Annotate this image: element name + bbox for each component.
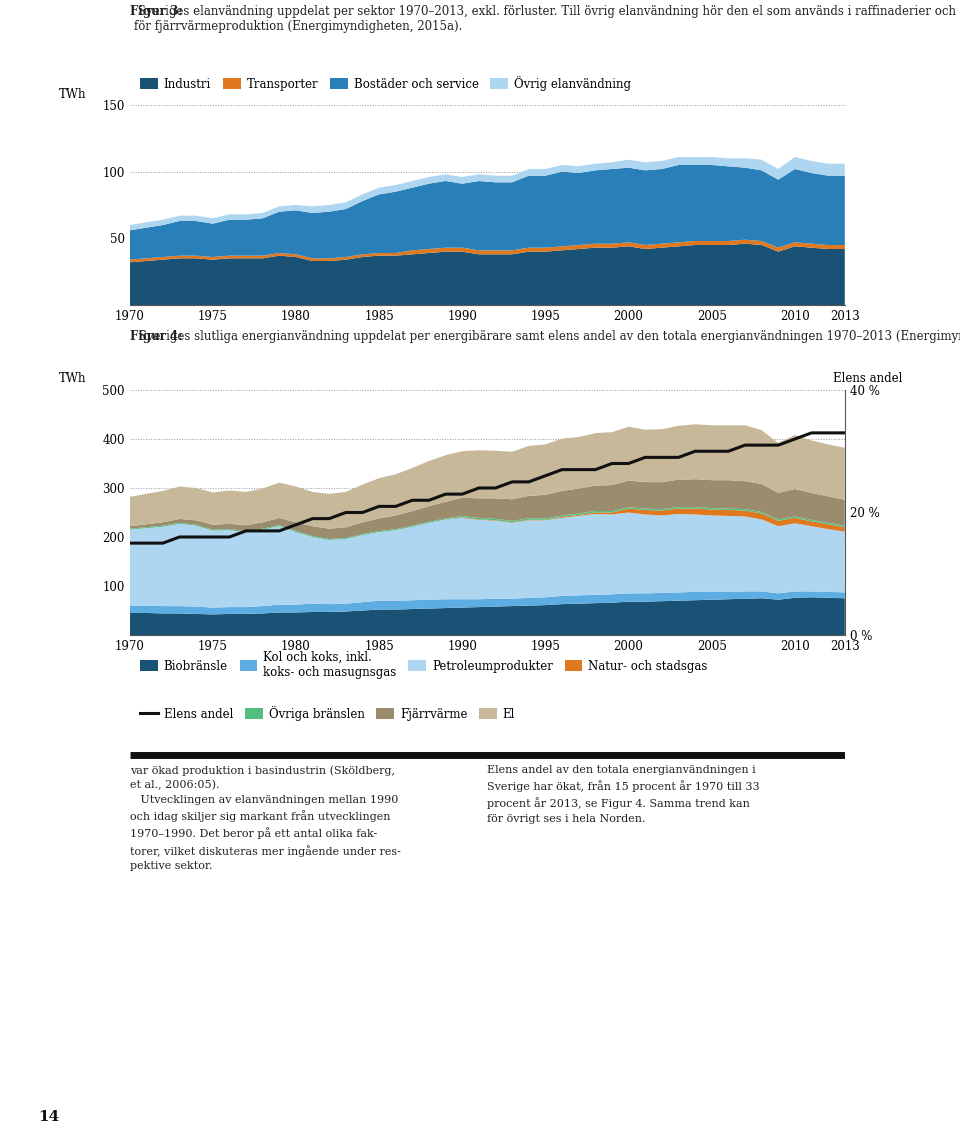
Text: Figur 3:: Figur 3: [130,5,182,18]
Text: 14: 14 [38,1110,60,1124]
Text: TWh: TWh [60,372,86,386]
Legend: Elens andel, Övriga bränslen, Fjärrvärme, El: Elens andel, Övriga bränslen, Fjärrvärme… [135,701,520,726]
Text: Elens andel av den totala energianvändningen i
Sverige har ökat, från 15 procent: Elens andel av den totala energianvändni… [487,764,759,824]
Legend: Industri, Transporter, Bostäder och service, Övrig elanvändning: Industri, Transporter, Bostäder och serv… [135,71,636,96]
Text: var ökad produktion i basindustrin (Sköldberg,
et al., 2006:05).
   Utvecklingen: var ökad produktion i basindustrin (Sköl… [130,764,400,871]
Text: Figur 4:: Figur 4: [130,330,182,343]
Text: TWh: TWh [60,88,86,102]
Text: Sveriges slutliga energianvändning uppdelat per energibärare samt elens andel av: Sveriges slutliga energianvändning uppde… [135,330,960,343]
Text: Sveriges elanvändning uppdelat per sektor 1970–2013, exkl. förluster. Till övrig: Sveriges elanvändning uppdelat per sekto… [134,5,956,33]
Text: Elens andel: Elens andel [832,372,902,386]
